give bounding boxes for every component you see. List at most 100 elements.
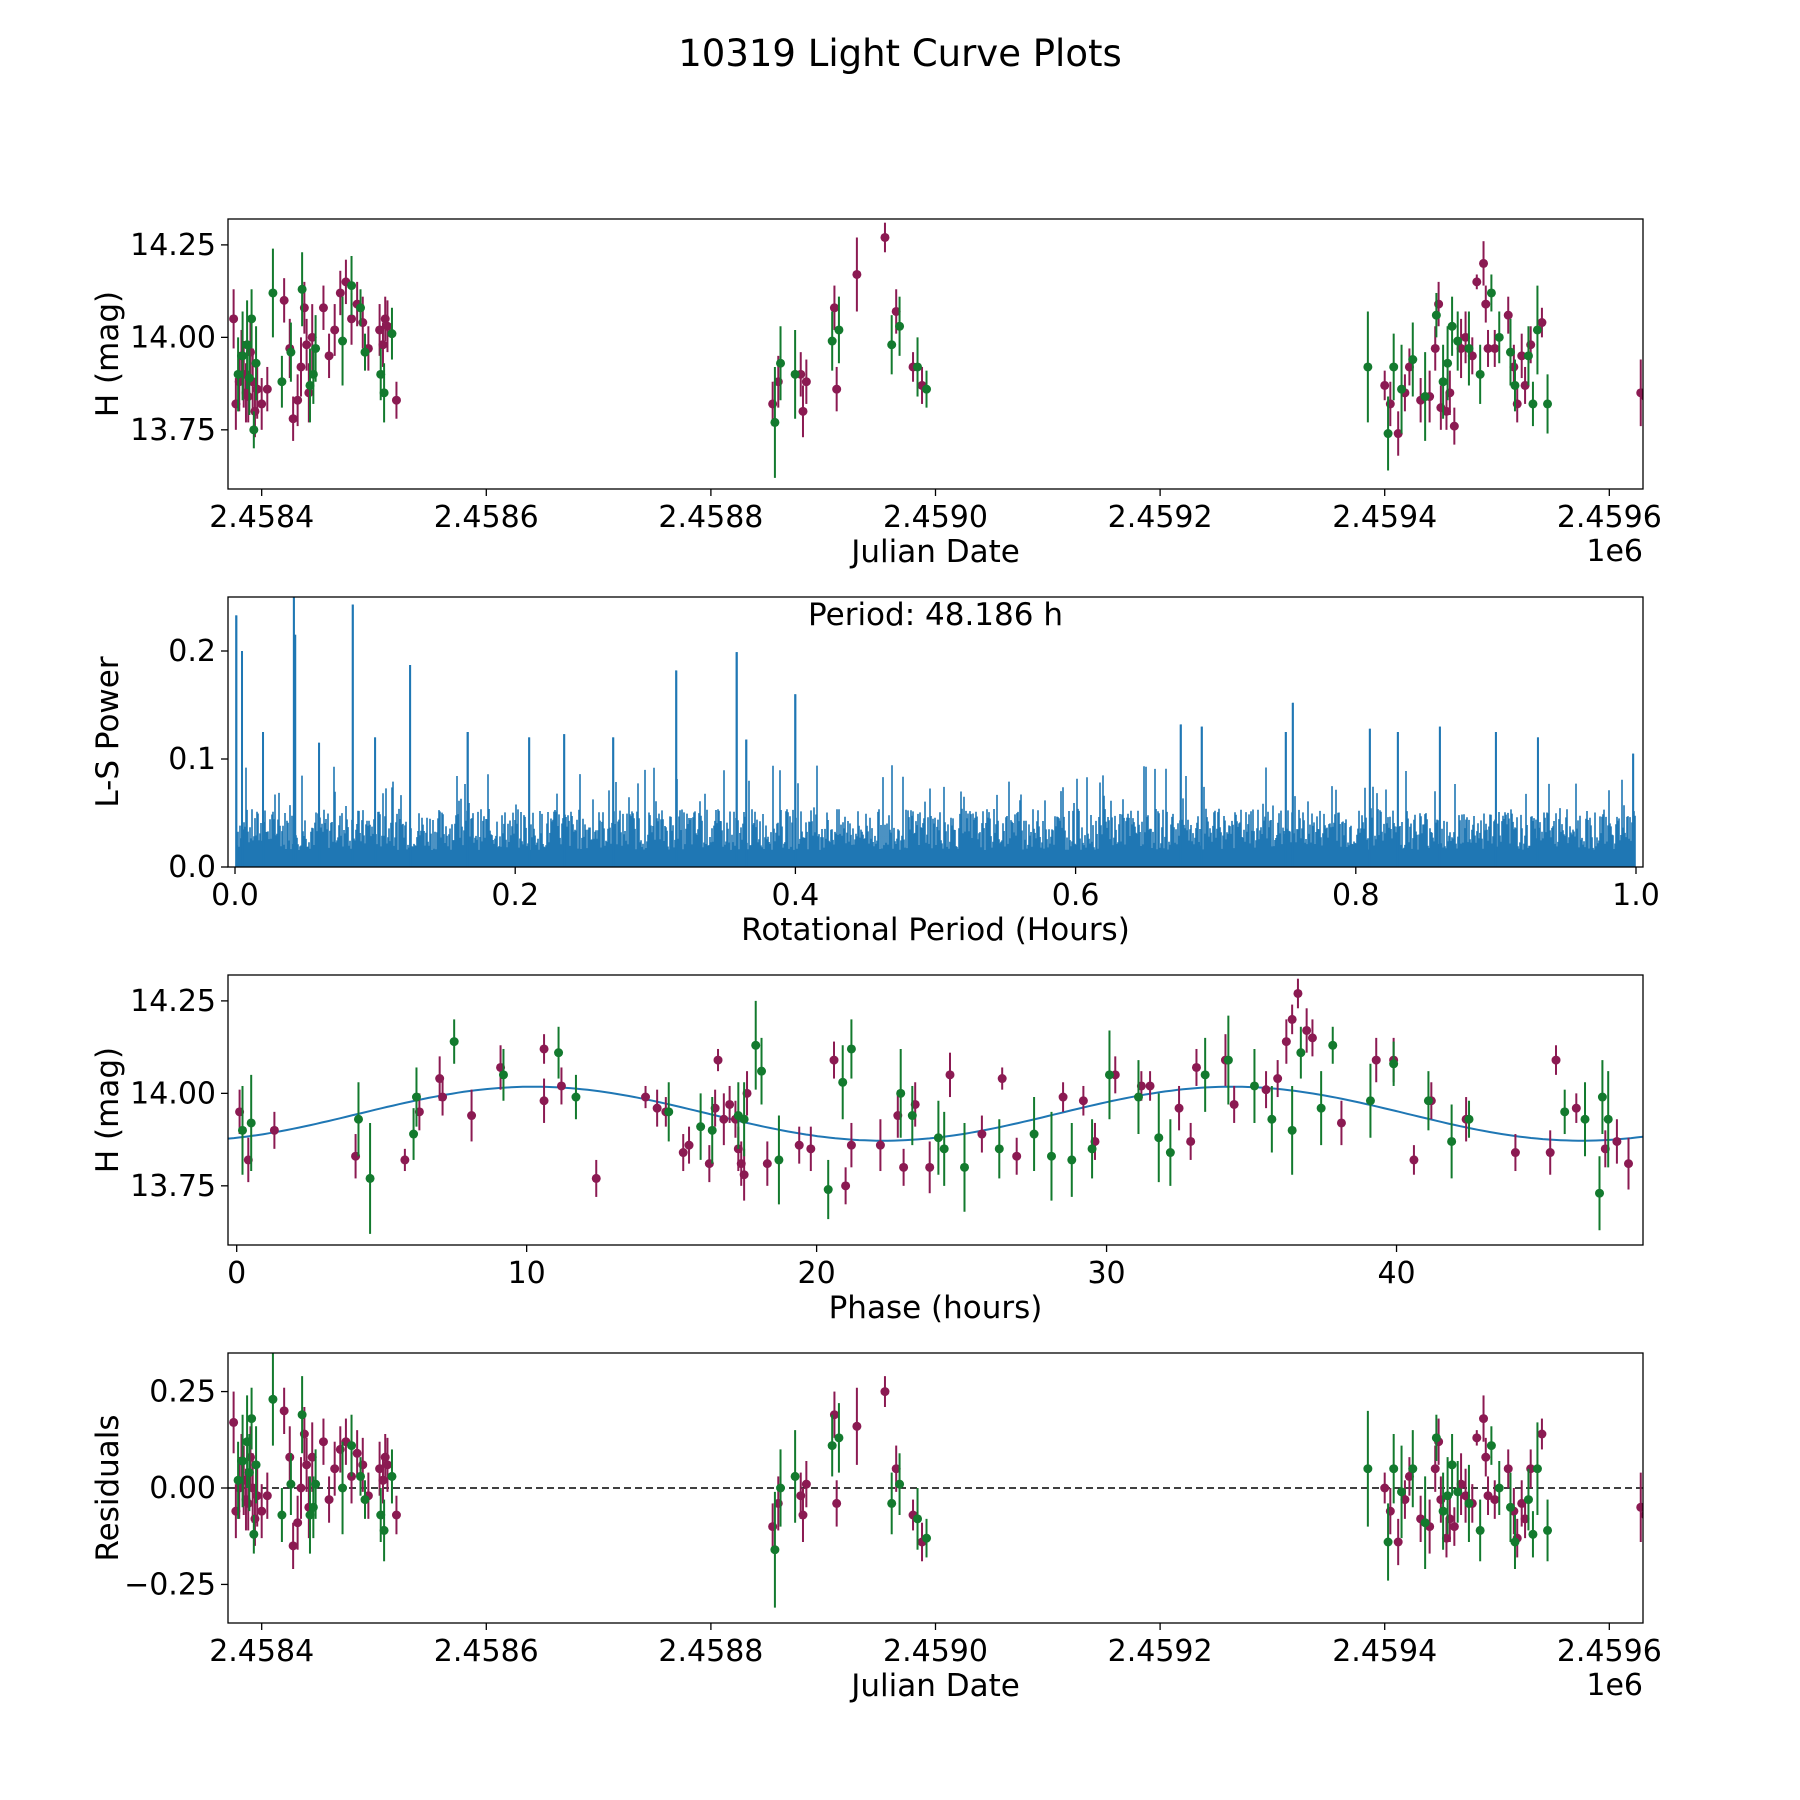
x-offset-label: 1e6 bbox=[1586, 1668, 1643, 1703]
data-point bbox=[641, 1092, 651, 1102]
data-point bbox=[1464, 343, 1474, 353]
data-point bbox=[925, 1162, 935, 1172]
data-point bbox=[1186, 1136, 1196, 1146]
data-point bbox=[1490, 343, 1500, 353]
data-point bbox=[1380, 380, 1390, 390]
x-tick-label: 2.4590 bbox=[883, 1634, 988, 1669]
data-point bbox=[1449, 421, 1459, 431]
data-point bbox=[378, 340, 388, 350]
data-point bbox=[318, 1437, 328, 1447]
data-point bbox=[1431, 310, 1441, 320]
data-point bbox=[823, 1185, 833, 1195]
data-point bbox=[297, 1410, 307, 1420]
x-tick-label: 2.4596 bbox=[1557, 500, 1662, 535]
x-tick-label: 2.4586 bbox=[434, 500, 539, 535]
data-point bbox=[1380, 1483, 1390, 1493]
data-point bbox=[1494, 1483, 1504, 1493]
data-point bbox=[1636, 1502, 1643, 1512]
periodogram-panel: Period: 48.186 h 0.0 0.2 0.4 0.6 0.8 1.0 0.0 0.1… bbox=[90, 596, 1660, 948]
data-point bbox=[1545, 1148, 1555, 1158]
data-point bbox=[1517, 351, 1527, 361]
data-point bbox=[801, 377, 811, 387]
data-point bbox=[1464, 1498, 1474, 1508]
data-point bbox=[801, 1479, 811, 1489]
data-point bbox=[751, 1040, 761, 1050]
data-point bbox=[257, 399, 267, 409]
data-point bbox=[719, 1114, 729, 1124]
data-point bbox=[249, 425, 259, 435]
data-point bbox=[338, 336, 348, 346]
data-point bbox=[286, 347, 296, 357]
data-point bbox=[353, 1114, 363, 1124]
data-point bbox=[790, 1471, 800, 1481]
data-point bbox=[1165, 1148, 1175, 1158]
data-point bbox=[244, 1468, 254, 1478]
data-point bbox=[1273, 1074, 1283, 1084]
data-point bbox=[1307, 1033, 1317, 1043]
data-point bbox=[293, 1518, 303, 1528]
x-tick-label: 2.4588 bbox=[658, 500, 763, 535]
data-point bbox=[1078, 1096, 1088, 1106]
data-point bbox=[1494, 332, 1504, 342]
period-annotation: Period: 48.186 h bbox=[808, 597, 1063, 633]
x-tick-label: 2.4588 bbox=[658, 1634, 763, 1669]
data-point bbox=[324, 1495, 334, 1505]
data-point bbox=[1133, 1092, 1143, 1102]
data-point bbox=[1503, 310, 1513, 320]
data-point bbox=[277, 377, 287, 387]
data-point bbox=[243, 1498, 253, 1508]
data-point bbox=[379, 1525, 389, 1535]
data-point bbox=[1029, 1129, 1039, 1139]
data-point bbox=[1200, 1070, 1210, 1080]
data-point bbox=[798, 406, 808, 416]
data-point bbox=[846, 1140, 856, 1150]
data-point bbox=[1603, 1114, 1613, 1124]
data-point bbox=[1505, 347, 1515, 357]
data-point bbox=[243, 392, 253, 402]
data-point bbox=[1503, 1464, 1513, 1474]
data-point bbox=[1483, 343, 1493, 353]
data-point bbox=[1296, 1048, 1306, 1058]
data-point bbox=[1597, 1092, 1607, 1102]
data-point bbox=[757, 1066, 767, 1076]
data-point bbox=[1408, 1464, 1418, 1474]
y-axis-label: H (mag) bbox=[90, 291, 126, 417]
x-tick-label: 0.8 bbox=[1332, 878, 1380, 913]
data-point bbox=[1523, 351, 1533, 361]
data-point bbox=[449, 1037, 459, 1047]
data-point bbox=[1580, 1114, 1590, 1124]
y-tick-label: 0.00 bbox=[149, 1471, 216, 1506]
data-point bbox=[304, 388, 314, 398]
data-point bbox=[739, 1114, 749, 1124]
data-point bbox=[913, 1514, 923, 1524]
data-point bbox=[907, 1111, 917, 1121]
data-point bbox=[739, 1170, 749, 1180]
data-point bbox=[1528, 399, 1538, 409]
data-point bbox=[1505, 1502, 1515, 1512]
data-point bbox=[1389, 1464, 1399, 1474]
data-point bbox=[1438, 377, 1448, 387]
data-point bbox=[391, 395, 401, 405]
data-point bbox=[324, 351, 334, 361]
data-point bbox=[279, 1406, 289, 1416]
data-point bbox=[1397, 1487, 1407, 1497]
data-point bbox=[311, 1479, 321, 1489]
data-point bbox=[1281, 1037, 1291, 1047]
data-point bbox=[352, 1448, 362, 1458]
data-point bbox=[852, 1421, 862, 1431]
data-point bbox=[1430, 343, 1440, 353]
data-point bbox=[997, 1074, 1007, 1084]
lightcurve-panel: 2.4584 2.4586 2.4588 2.4590 2.4592 2.4594 2.45… bbox=[90, 218, 1662, 570]
data-point bbox=[1456, 343, 1466, 353]
figure-title: 10319 Light Curve Plots bbox=[678, 32, 1122, 75]
data-point bbox=[1363, 362, 1373, 372]
data-point bbox=[875, 1140, 885, 1150]
data-point bbox=[347, 1441, 357, 1451]
x-tick-label: 2.4594 bbox=[1332, 500, 1437, 535]
data-point bbox=[1058, 1092, 1068, 1102]
data-point bbox=[834, 1433, 844, 1443]
data-point bbox=[288, 414, 298, 424]
y-axis-label: H (mag) bbox=[90, 1047, 126, 1173]
data-point bbox=[1191, 1062, 1201, 1072]
data-point bbox=[262, 1491, 272, 1501]
